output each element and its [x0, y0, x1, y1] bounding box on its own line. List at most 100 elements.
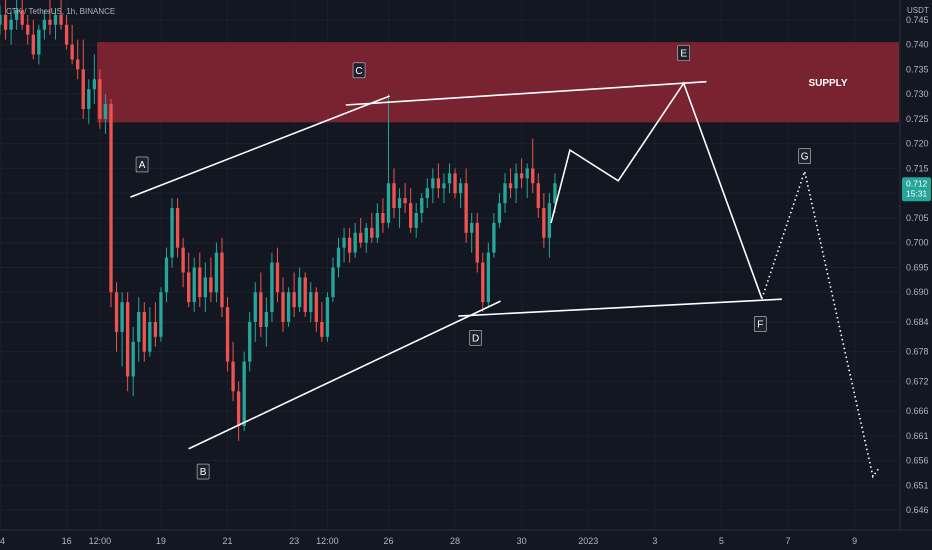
- candle-body: [270, 262, 274, 313]
- price-tick-label: 0.646: [906, 505, 929, 515]
- candle-body: [209, 277, 213, 293]
- symbol-info[interactable]: CTK / TetherUS, 1h, BINANCE: [6, 7, 115, 16]
- candle-body: [264, 312, 269, 327]
- candle-body: [181, 247, 185, 273]
- candle-body: [531, 168, 535, 184]
- candle-body: [103, 104, 108, 119]
- candle-body: [148, 321, 152, 352]
- projected-path: [550, 81, 763, 299]
- candle-body: [170, 208, 174, 258]
- current-price-value: 0.712: [906, 178, 928, 188]
- candle-body: [175, 208, 180, 248]
- price-tick-label: 0.725: [906, 114, 929, 124]
- candle-body: [231, 361, 235, 392]
- candle-body: [497, 203, 502, 223]
- time-tick-label: 12:00: [89, 536, 112, 546]
- time-axis[interactable]: 14 16 12:00 19 21 23 12:00 26 28 30 2023 3 5 7 9: [0, 536, 857, 546]
- candle-body: [525, 168, 529, 179]
- supply-zone: [97, 42, 899, 123]
- candle-body: [42, 19, 47, 30]
- candle-body: [347, 237, 352, 253]
- wave-label-box: [469, 330, 482, 346]
- candle-body: [375, 212, 380, 238]
- wave-label-g: G: [801, 152, 809, 163]
- wave-label-box: [352, 62, 366, 79]
- time-tick-label: 30: [517, 536, 527, 546]
- candle-body: [325, 297, 330, 337]
- lower-wedge-line: [458, 298, 782, 317]
- price-tick-label: 0.745: [906, 15, 929, 25]
- candle-body: [64, 24, 69, 45]
- candle-body: [314, 292, 318, 322]
- time-axis-panel[interactable]: [0, 530, 932, 550]
- candle-body: [109, 104, 113, 293]
- time-tick-label: 19: [156, 536, 166, 546]
- candle-body: [98, 79, 102, 119]
- wave-label-e: E: [680, 48, 687, 59]
- price-tick-label: 0.720: [906, 139, 929, 149]
- candle-body: [503, 183, 507, 204]
- candle-body: [392, 183, 396, 209]
- candle-body: [370, 227, 374, 238]
- candle-body: [248, 321, 252, 362]
- candle-body: [20, 9, 24, 25]
- candle-body: [414, 212, 418, 228]
- price-tick-label: 0.690: [906, 287, 929, 297]
- candle-body: [519, 173, 524, 179]
- candle-body: [203, 277, 207, 298]
- candle-body: [214, 252, 219, 293]
- wave-label-f: F: [757, 319, 763, 330]
- candle-body: [486, 252, 491, 303]
- time-tick-label: 23: [289, 536, 299, 546]
- candle-body: [436, 178, 441, 189]
- candle-body: [225, 307, 230, 362]
- wave-label-box: [798, 148, 811, 164]
- candle-body: [76, 59, 80, 70]
- time-tick-label: 28: [450, 536, 460, 546]
- candle-countdown: 15:31: [906, 188, 928, 198]
- wave-label-b: B: [200, 467, 207, 478]
- candle-body: [192, 267, 196, 303]
- price-axis[interactable]: 0.7450.7400.7350.7300.7250.7200.7150.710…: [906, 15, 929, 515]
- currency-label: USDT: [907, 6, 929, 15]
- candle-body: [70, 44, 74, 60]
- candle-body: [453, 173, 457, 194]
- candle-body: [81, 69, 85, 109]
- wave-label-c: C: [355, 66, 362, 77]
- candle-body: [275, 262, 280, 293]
- candle-body: [542, 208, 546, 238]
- price-tick-label: 0.672: [906, 376, 929, 386]
- candle-body: [253, 292, 257, 322]
- price-axis-panel[interactable]: [900, 0, 932, 530]
- price-tick-label: 0.730: [906, 89, 929, 99]
- candle-body: [492, 222, 496, 253]
- candle-body: [547, 203, 552, 238]
- current-price-tag: 0.712 15:31: [902, 177, 931, 202]
- wave-label-a: A: [139, 160, 146, 171]
- candle-body: [220, 252, 224, 308]
- price-tick-label: 0.651: [906, 480, 929, 490]
- candle-body: [408, 203, 413, 228]
- candle-body: [342, 237, 346, 248]
- candles: [0, 0, 557, 441]
- price-tick-label: 0.715: [906, 163, 929, 173]
- candle-body: [281, 292, 285, 322]
- upper-wedge-line: [345, 80, 707, 106]
- candle-body: [9, 19, 13, 30]
- candle-body: [292, 292, 296, 308]
- time-tick-label: 3: [652, 536, 657, 546]
- lower-channel-line: [188, 300, 501, 450]
- candle-body: [508, 183, 513, 189]
- price-tick-label: 0.695: [906, 262, 929, 272]
- candle-body: [536, 183, 540, 209]
- price-tick-label: 0.684: [906, 317, 929, 327]
- candle-body: [331, 267, 335, 298]
- price-tick-label: 0.740: [906, 40, 929, 50]
- time-tick-label: 5: [719, 536, 724, 546]
- time-tick-label: 2023: [578, 536, 598, 546]
- candle-body: [187, 272, 191, 303]
- candle-body: [309, 292, 313, 313]
- candle-body: [420, 198, 424, 213]
- candle-body: [0, 14, 2, 25]
